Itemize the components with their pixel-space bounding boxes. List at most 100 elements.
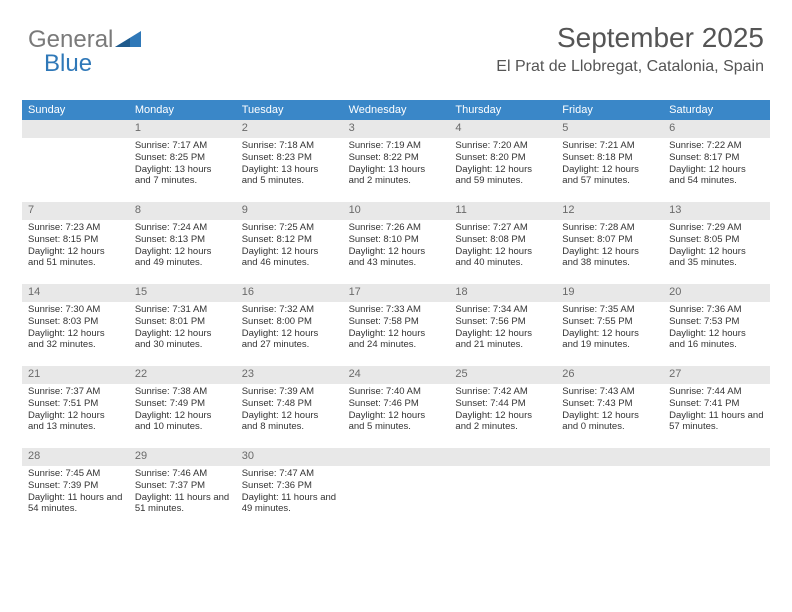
daylight-text: Daylight: 12 hours and 59 minutes. bbox=[455, 164, 550, 188]
day-cell: 7Sunrise: 7:23 AMSunset: 8:15 PMDaylight… bbox=[22, 202, 129, 284]
day-cell: 15Sunrise: 7:31 AMSunset: 8:01 PMDayligh… bbox=[129, 284, 236, 366]
day-body: Sunrise: 7:43 AMSunset: 7:43 PMDaylight:… bbox=[556, 384, 663, 438]
daylight-text: Daylight: 12 hours and 19 minutes. bbox=[562, 328, 657, 352]
sunset-text: Sunset: 7:39 PM bbox=[28, 480, 123, 492]
day-body: Sunrise: 7:20 AMSunset: 8:20 PMDaylight:… bbox=[449, 138, 556, 192]
sunrise-text: Sunrise: 7:20 AM bbox=[455, 140, 550, 152]
day-body: Sunrise: 7:46 AMSunset: 7:37 PMDaylight:… bbox=[129, 466, 236, 520]
day-number: 28 bbox=[22, 448, 129, 466]
day-cell: 3Sunrise: 7:19 AMSunset: 8:22 PMDaylight… bbox=[343, 120, 450, 202]
day-body: Sunrise: 7:39 AMSunset: 7:48 PMDaylight:… bbox=[236, 384, 343, 438]
day-cell bbox=[343, 448, 450, 530]
day-cell: 8Sunrise: 7:24 AMSunset: 8:13 PMDaylight… bbox=[129, 202, 236, 284]
empty-day-header bbox=[556, 448, 663, 466]
dow-tuesday: Tuesday bbox=[236, 100, 343, 120]
sunset-text: Sunset: 8:00 PM bbox=[242, 316, 337, 328]
sunrise-text: Sunrise: 7:36 AM bbox=[669, 304, 764, 316]
day-number: 9 bbox=[236, 202, 343, 220]
sunset-text: Sunset: 7:41 PM bbox=[669, 398, 764, 410]
sunset-text: Sunset: 8:17 PM bbox=[669, 152, 764, 164]
day-cell: 12Sunrise: 7:28 AMSunset: 8:07 PMDayligh… bbox=[556, 202, 663, 284]
day-cell bbox=[449, 448, 556, 530]
day-body: Sunrise: 7:45 AMSunset: 7:39 PMDaylight:… bbox=[22, 466, 129, 520]
daylight-text: Daylight: 13 hours and 2 minutes. bbox=[349, 164, 444, 188]
day-body: Sunrise: 7:37 AMSunset: 7:51 PMDaylight:… bbox=[22, 384, 129, 438]
week-row: 7Sunrise: 7:23 AMSunset: 8:15 PMDaylight… bbox=[22, 202, 770, 284]
sunset-text: Sunset: 7:36 PM bbox=[242, 480, 337, 492]
daylight-text: Daylight: 12 hours and 32 minutes. bbox=[28, 328, 123, 352]
daylight-text: Daylight: 11 hours and 49 minutes. bbox=[242, 492, 337, 516]
sunset-text: Sunset: 8:07 PM bbox=[562, 234, 657, 246]
sunrise-text: Sunrise: 7:45 AM bbox=[28, 468, 123, 480]
page-title: September 2025 bbox=[496, 22, 764, 54]
daylight-text: Daylight: 12 hours and 16 minutes. bbox=[669, 328, 764, 352]
daylight-text: Daylight: 12 hours and 54 minutes. bbox=[669, 164, 764, 188]
dow-thursday: Thursday bbox=[449, 100, 556, 120]
sunrise-text: Sunrise: 7:46 AM bbox=[135, 468, 230, 480]
week-row: 28Sunrise: 7:45 AMSunset: 7:39 PMDayligh… bbox=[22, 448, 770, 530]
header: September 2025 El Prat de Llobregat, Cat… bbox=[496, 22, 764, 76]
sunrise-text: Sunrise: 7:34 AM bbox=[455, 304, 550, 316]
sunset-text: Sunset: 8:20 PM bbox=[455, 152, 550, 164]
day-cell: 9Sunrise: 7:25 AMSunset: 8:12 PMDaylight… bbox=[236, 202, 343, 284]
sunset-text: Sunset: 7:56 PM bbox=[455, 316, 550, 328]
empty-day-header bbox=[663, 448, 770, 466]
day-body: Sunrise: 7:47 AMSunset: 7:36 PMDaylight:… bbox=[236, 466, 343, 520]
daylight-text: Daylight: 12 hours and 5 minutes. bbox=[349, 410, 444, 434]
sunrise-text: Sunrise: 7:29 AM bbox=[669, 222, 764, 234]
day-body: Sunrise: 7:36 AMSunset: 7:53 PMDaylight:… bbox=[663, 302, 770, 356]
sunrise-text: Sunrise: 7:17 AM bbox=[135, 140, 230, 152]
dow-header-row: Sunday Monday Tuesday Wednesday Thursday… bbox=[22, 100, 770, 120]
day-number: 5 bbox=[556, 120, 663, 138]
daylight-text: Daylight: 12 hours and 0 minutes. bbox=[562, 410, 657, 434]
day-body: Sunrise: 7:31 AMSunset: 8:01 PMDaylight:… bbox=[129, 302, 236, 356]
day-body: Sunrise: 7:33 AMSunset: 7:58 PMDaylight:… bbox=[343, 302, 450, 356]
sunset-text: Sunset: 8:12 PM bbox=[242, 234, 337, 246]
day-body: Sunrise: 7:19 AMSunset: 8:22 PMDaylight:… bbox=[343, 138, 450, 192]
day-number: 7 bbox=[22, 202, 129, 220]
sunset-text: Sunset: 7:48 PM bbox=[242, 398, 337, 410]
logo-text-blue-wrap: Blue bbox=[44, 50, 92, 78]
daylight-text: Daylight: 12 hours and 40 minutes. bbox=[455, 246, 550, 270]
day-number: 19 bbox=[556, 284, 663, 302]
sunset-text: Sunset: 8:01 PM bbox=[135, 316, 230, 328]
day-number: 17 bbox=[343, 284, 450, 302]
day-number: 4 bbox=[449, 120, 556, 138]
day-number: 13 bbox=[663, 202, 770, 220]
sunrise-text: Sunrise: 7:21 AM bbox=[562, 140, 657, 152]
sunrise-text: Sunrise: 7:23 AM bbox=[28, 222, 123, 234]
daylight-text: Daylight: 12 hours and 57 minutes. bbox=[562, 164, 657, 188]
daylight-text: Daylight: 11 hours and 51 minutes. bbox=[135, 492, 230, 516]
sunset-text: Sunset: 8:25 PM bbox=[135, 152, 230, 164]
sunrise-text: Sunrise: 7:37 AM bbox=[28, 386, 123, 398]
day-cell: 2Sunrise: 7:18 AMSunset: 8:23 PMDaylight… bbox=[236, 120, 343, 202]
day-cell: 1Sunrise: 7:17 AMSunset: 8:25 PMDaylight… bbox=[129, 120, 236, 202]
day-body: Sunrise: 7:22 AMSunset: 8:17 PMDaylight:… bbox=[663, 138, 770, 192]
sunset-text: Sunset: 7:46 PM bbox=[349, 398, 444, 410]
day-cell: 4Sunrise: 7:20 AMSunset: 8:20 PMDaylight… bbox=[449, 120, 556, 202]
day-cell: 25Sunrise: 7:42 AMSunset: 7:44 PMDayligh… bbox=[449, 366, 556, 448]
page-subtitle: El Prat de Llobregat, Catalonia, Spain bbox=[496, 58, 764, 76]
day-body: Sunrise: 7:44 AMSunset: 7:41 PMDaylight:… bbox=[663, 384, 770, 438]
daylight-text: Daylight: 13 hours and 5 minutes. bbox=[242, 164, 337, 188]
dow-wednesday: Wednesday bbox=[343, 100, 450, 120]
sunrise-text: Sunrise: 7:31 AM bbox=[135, 304, 230, 316]
day-number: 22 bbox=[129, 366, 236, 384]
daylight-text: Daylight: 12 hours and 46 minutes. bbox=[242, 246, 337, 270]
sunrise-text: Sunrise: 7:42 AM bbox=[455, 386, 550, 398]
sunset-text: Sunset: 7:53 PM bbox=[669, 316, 764, 328]
sunset-text: Sunset: 8:05 PM bbox=[669, 234, 764, 246]
day-number: 10 bbox=[343, 202, 450, 220]
day-number: 15 bbox=[129, 284, 236, 302]
sunrise-text: Sunrise: 7:43 AM bbox=[562, 386, 657, 398]
day-number: 23 bbox=[236, 366, 343, 384]
sunrise-text: Sunrise: 7:40 AM bbox=[349, 386, 444, 398]
day-body: Sunrise: 7:28 AMSunset: 8:07 PMDaylight:… bbox=[556, 220, 663, 274]
sunset-text: Sunset: 7:37 PM bbox=[135, 480, 230, 492]
day-body: Sunrise: 7:35 AMSunset: 7:55 PMDaylight:… bbox=[556, 302, 663, 356]
daylight-text: Daylight: 12 hours and 38 minutes. bbox=[562, 246, 657, 270]
daylight-text: Daylight: 12 hours and 21 minutes. bbox=[455, 328, 550, 352]
day-number: 26 bbox=[556, 366, 663, 384]
day-cell: 26Sunrise: 7:43 AMSunset: 7:43 PMDayligh… bbox=[556, 366, 663, 448]
day-body: Sunrise: 7:21 AMSunset: 8:18 PMDaylight:… bbox=[556, 138, 663, 192]
